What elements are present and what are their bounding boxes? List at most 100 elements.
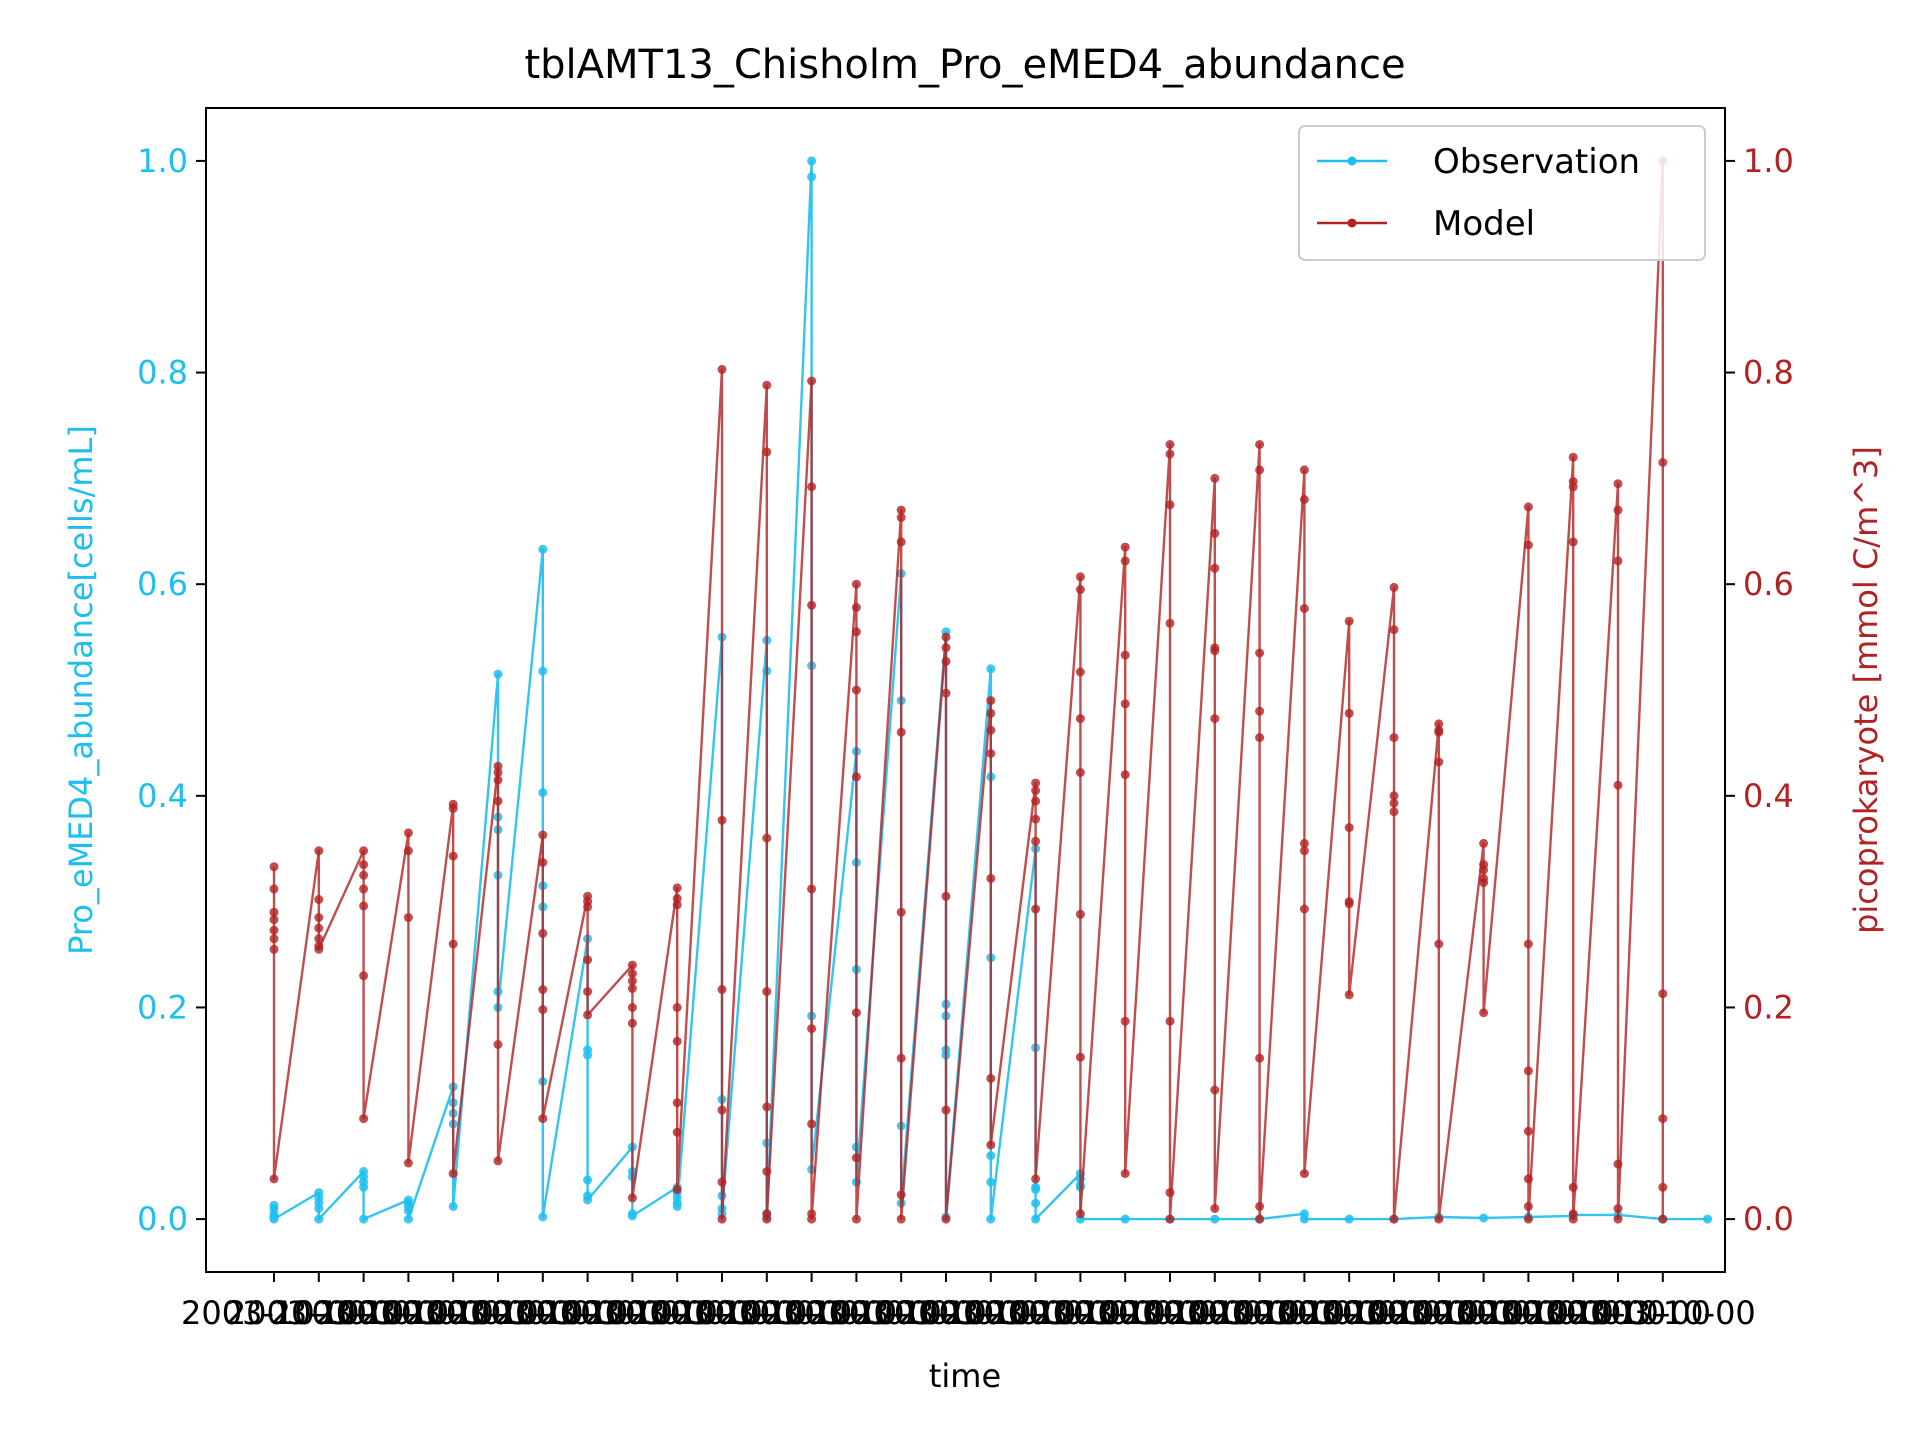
x-tick-label: 2003-10-00 xyxy=(226,1294,412,1332)
x-tick-label: 2003-10-00 xyxy=(1480,1294,1666,1332)
model-point xyxy=(1389,791,1399,801)
model-point xyxy=(269,944,279,954)
model-point xyxy=(896,1214,906,1224)
model-point xyxy=(851,1008,861,1018)
observation-point xyxy=(583,1195,593,1205)
right-y-tick-label: 0.0 xyxy=(1743,1200,1794,1238)
legend-box xyxy=(1298,125,1706,261)
model-point xyxy=(1434,757,1444,767)
left-y-axis-title: Pro_eMED4_abundance[cells/mL] xyxy=(62,425,100,955)
model-point xyxy=(1165,500,1175,510)
x-tick-label: 2003-10-00 xyxy=(450,1294,636,1332)
x-tick-label: 2003-10-00 xyxy=(1211,1294,1397,1332)
model-line xyxy=(272,159,1665,1221)
model-point xyxy=(717,985,727,994)
chart-title: tblAMT13_Chisholm_Pro_eMED4_abundance xyxy=(524,42,1405,88)
observation-point xyxy=(269,1214,279,1224)
x-tick-label: 2003-10-00 xyxy=(1346,1294,1532,1332)
model-point xyxy=(1389,807,1399,817)
model-point xyxy=(1568,452,1578,462)
model-point xyxy=(1120,556,1130,566)
model-point xyxy=(1434,1214,1444,1224)
model-point xyxy=(1165,449,1175,459)
model-point xyxy=(672,894,682,903)
model-point xyxy=(359,846,369,856)
model-point xyxy=(1299,495,1309,504)
model-point xyxy=(1523,1201,1533,1211)
left-y-tick-label: 0.8 xyxy=(137,354,188,392)
model-point xyxy=(493,768,503,777)
model-point xyxy=(493,761,503,771)
observation-point xyxy=(1344,1214,1354,1224)
left-y-tick-label: 0.0 xyxy=(137,1200,188,1238)
model-point xyxy=(269,925,279,935)
model-point xyxy=(807,482,817,492)
observation-point xyxy=(1120,1214,1130,1224)
model-point xyxy=(1210,1204,1220,1213)
model-point xyxy=(1523,1214,1533,1224)
model-point xyxy=(672,1127,682,1137)
observation-point xyxy=(538,788,548,798)
observation-point xyxy=(1703,1214,1713,1224)
model-point xyxy=(941,891,951,901)
model-point xyxy=(1255,465,1265,475)
model-point xyxy=(672,883,682,893)
model-point xyxy=(941,643,951,653)
model-point xyxy=(1255,1053,1265,1063)
model-point xyxy=(941,656,951,666)
x-tick-label: 2003-10-00 xyxy=(1301,1294,1487,1332)
model-point xyxy=(314,846,324,856)
model-point xyxy=(1613,1214,1623,1224)
model-point xyxy=(538,1005,548,1015)
observation-point xyxy=(807,156,817,166)
model-point xyxy=(807,376,817,386)
right-y-axis: 0.0 0.2 0.4 0.6 0.8 1.0 xyxy=(1725,142,1794,1238)
model-point xyxy=(1613,505,1623,515)
x-tick-label: 2003-10-00 xyxy=(763,1294,949,1332)
model-point xyxy=(583,987,593,997)
x-tick-label: 2003-10-00 xyxy=(584,1294,770,1332)
observation-point xyxy=(1210,1214,1220,1224)
model-point xyxy=(359,870,369,880)
model-point xyxy=(986,749,996,758)
model-point xyxy=(807,1024,817,1034)
x-axis-title: time xyxy=(929,1357,1001,1395)
legend-observation-label: Observation xyxy=(1433,142,1640,182)
model-point xyxy=(1299,904,1309,914)
model-point xyxy=(1255,706,1265,716)
model-point xyxy=(1120,1169,1130,1179)
model-point xyxy=(1031,796,1041,806)
model-point xyxy=(493,1156,503,1166)
series-layer xyxy=(269,156,1713,1224)
model-point xyxy=(986,1140,996,1150)
model-point xyxy=(1613,1159,1623,1169)
model-point xyxy=(1031,814,1041,824)
model-point xyxy=(986,873,996,883)
model-point xyxy=(672,900,682,910)
model-point xyxy=(672,1098,682,1108)
observation-point xyxy=(448,1201,458,1211)
model-point xyxy=(1120,650,1130,660)
model-point xyxy=(941,632,951,642)
model-point xyxy=(762,987,772,997)
model-point xyxy=(1523,1174,1533,1184)
x-tick-label: 2003-10-00 xyxy=(674,1294,860,1332)
model-point xyxy=(1031,786,1041,795)
model-point xyxy=(269,915,279,925)
model-point xyxy=(359,1114,369,1124)
model-point xyxy=(851,603,861,612)
x-tick-label: 2003-10-00 xyxy=(898,1294,1084,1332)
model-point xyxy=(1075,909,1085,919)
left-y-axis: 0.0 0.2 0.4 0.6 0.8 1.0 xyxy=(137,142,206,1238)
model-point xyxy=(896,1190,906,1200)
legend-model-label: Model xyxy=(1433,204,1535,244)
model-point xyxy=(762,833,772,843)
model-point xyxy=(1568,537,1578,547)
model-point xyxy=(1658,989,1668,999)
x-tick-label: 2003-10-00 xyxy=(808,1294,994,1332)
x-tick-label: 2003-10-00 xyxy=(1077,1294,1263,1332)
model-point xyxy=(314,913,324,922)
model-point xyxy=(627,1003,637,1012)
